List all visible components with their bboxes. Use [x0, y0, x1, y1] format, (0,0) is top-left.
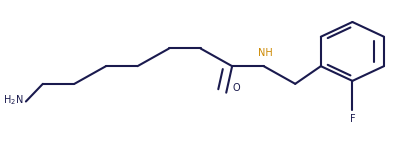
Text: F: F [350, 114, 355, 124]
Text: NH: NH [258, 48, 273, 58]
Text: H$_2$N: H$_2$N [4, 93, 24, 107]
Text: O: O [232, 83, 240, 93]
